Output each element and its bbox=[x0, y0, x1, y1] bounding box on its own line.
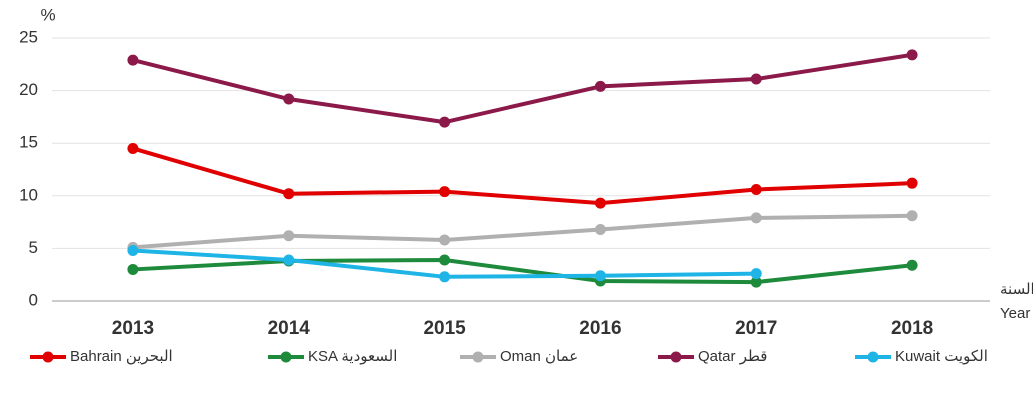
y-tick-label: 25 bbox=[19, 27, 38, 46]
data-point bbox=[750, 73, 762, 85]
legend-marker bbox=[280, 351, 292, 363]
series-line bbox=[132, 257, 913, 285]
data-point bbox=[906, 210, 918, 222]
legend-label: Kuwait الكويت bbox=[895, 348, 988, 365]
data-point bbox=[283, 93, 295, 105]
y-tick-label: 0 bbox=[29, 290, 38, 309]
data-point bbox=[906, 49, 918, 61]
series-line bbox=[132, 52, 913, 125]
series-line bbox=[132, 146, 913, 206]
x-axis-label: Year bbox=[1000, 305, 1030, 322]
y-tick-label: 5 bbox=[29, 238, 38, 257]
data-point bbox=[127, 142, 139, 154]
legend-label: Bahrain البحرين bbox=[70, 348, 173, 365]
y-tick-label: 20 bbox=[19, 80, 38, 99]
data-point bbox=[594, 223, 606, 235]
data-point bbox=[906, 177, 918, 189]
data-point bbox=[439, 271, 451, 283]
data-point bbox=[750, 268, 762, 280]
data-point bbox=[127, 263, 139, 275]
data-point bbox=[594, 270, 606, 282]
x-tick-label: 2015 bbox=[423, 318, 466, 339]
data-point bbox=[594, 197, 606, 209]
legend-label: KSA السعودية bbox=[308, 348, 397, 365]
data-point bbox=[283, 230, 295, 242]
data-point bbox=[750, 183, 762, 195]
x-tick-label: 2018 bbox=[891, 318, 933, 339]
data-point bbox=[439, 234, 451, 246]
x-tick-label: 2016 bbox=[579, 318, 621, 339]
data-point bbox=[750, 276, 762, 288]
data-point bbox=[127, 245, 139, 257]
data-point bbox=[750, 212, 762, 224]
legend-label: Oman عمان bbox=[500, 348, 578, 365]
data-point bbox=[439, 186, 451, 198]
legend-label: Qatar قطر bbox=[698, 348, 767, 365]
x-axis-label: السنة bbox=[1000, 281, 1033, 298]
x-tick-label: 2013 bbox=[112, 318, 154, 339]
series-line bbox=[132, 213, 913, 250]
y-tick-label: 10 bbox=[19, 185, 38, 204]
data-point bbox=[127, 54, 139, 66]
data-point bbox=[906, 259, 918, 271]
data-point bbox=[439, 116, 451, 128]
data-point bbox=[594, 80, 606, 92]
x-tick-label: 2014 bbox=[268, 318, 311, 339]
legend-marker bbox=[42, 351, 54, 363]
legend-marker bbox=[670, 351, 682, 363]
data-point bbox=[439, 254, 451, 266]
legend-marker bbox=[472, 351, 484, 363]
x-tick-label: 2017 bbox=[735, 318, 777, 339]
data-point bbox=[283, 254, 295, 266]
data-point bbox=[283, 188, 295, 200]
y-tick-label: 15 bbox=[19, 133, 38, 152]
y-axis-label: % bbox=[40, 5, 55, 24]
legend-marker bbox=[867, 351, 879, 363]
